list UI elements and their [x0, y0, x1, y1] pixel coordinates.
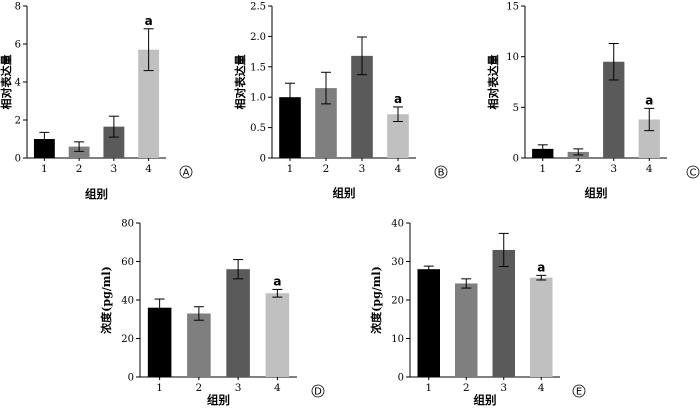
- panel-e-xtick-label: 2: [463, 382, 470, 394]
- panel-d-xtick-label: 2: [196, 382, 203, 394]
- panel-c-ytick-label: 5: [513, 103, 519, 114]
- panel-a-xtick-label: 3: [111, 163, 118, 175]
- panel-a-bar: [68, 146, 90, 158]
- panel-b-ytick-label: 0.5: [250, 123, 266, 134]
- panel-d-ytick-label: 20: [121, 334, 134, 345]
- panel-c-letter-circle: [686, 165, 700, 179]
- panel-e-letter-circle: [572, 384, 586, 398]
- panel-d-ytick-label: 0: [128, 373, 134, 384]
- panel-a-bar: [33, 139, 55, 158]
- panel-e-bar: [492, 249, 515, 377]
- panel-a-bar: [138, 49, 160, 159]
- panel-d-xtick-label: 1: [156, 382, 163, 394]
- panel-b-ytick-label: 2.5: [250, 2, 266, 13]
- panel-d-ytick-label: 40: [121, 296, 134, 307]
- panel-d-xtick-label: 3: [235, 382, 242, 394]
- panel-e-bar: [417, 269, 440, 377]
- panel-c-bar: [603, 61, 625, 158]
- panel-c-significance-mark: a: [645, 93, 653, 107]
- panel-a-letter: A: [183, 168, 190, 179]
- panel-a-ytick-label: 4: [15, 78, 21, 89]
- panel-d-bar: [226, 269, 250, 377]
- panel-e-letter: E: [576, 387, 582, 398]
- panel-e-significance-mark: a: [537, 260, 545, 274]
- panel-b-xtick-label: 1: [287, 163, 294, 175]
- panel-d-letter: D: [314, 387, 322, 398]
- panel-b-xtick-label: 2: [323, 163, 330, 175]
- panel-d-significance-mark: a: [273, 274, 281, 288]
- panel-d-ytick-label: 60: [121, 257, 134, 268]
- panel-a-letter-circle: [179, 165, 193, 179]
- panel-c-bar: [532, 148, 554, 158]
- panel-a-y-axis-label: 相对表达量: [0, 55, 13, 110]
- panel-c-ytick-label: 10: [506, 52, 519, 63]
- panel-b-y-axis-label: 相对表达量: [233, 55, 247, 110]
- panel-e-x-axis-label: 组别: [474, 393, 497, 407]
- panel-c-ytick-label: 0: [513, 154, 519, 165]
- panel-a-ytick-label: 0: [15, 154, 21, 165]
- panel-c-y-axis-label: 相对表达量: [486, 55, 500, 110]
- panel-d-bar: [265, 293, 290, 377]
- panel-b-ytick-label: 2.0: [250, 32, 266, 43]
- panel-a-xtick-label: 4: [145, 163, 152, 175]
- panel-c-letter: C: [690, 168, 697, 179]
- panel-e-ytick-label: 40: [391, 219, 404, 230]
- panel-e-ytick-label: 20: [391, 296, 404, 307]
- panel-c-xtick-label: 3: [610, 163, 617, 175]
- panel-e-xtick-label: 3: [500, 382, 507, 394]
- panel-c-bar: [638, 119, 660, 158]
- panel-e-xtick-label: 1: [425, 382, 432, 394]
- panel-a-xtick-label: 1: [41, 163, 48, 175]
- panel-e-ytick-label: 30: [391, 257, 404, 268]
- panel-c-xtick-label: 4: [646, 163, 653, 175]
- panel-a-xtick-label: 2: [76, 163, 83, 175]
- panel-e-ytick-label: 10: [391, 334, 404, 345]
- panel-b-bar: [315, 88, 337, 158]
- panel-c-xtick-label: 1: [539, 163, 546, 175]
- panel-d-ytick-label: 80: [121, 219, 134, 230]
- panel-a-ytick-label: 2: [15, 116, 21, 127]
- panel-c-x-axis-label: 组别: [585, 186, 608, 200]
- panel-c-ytick-label: 15: [506, 2, 519, 13]
- panel-e-y-axis-label: 浓度(pg/ml): [369, 266, 383, 334]
- panel-b-ytick-label: 0: [260, 154, 266, 165]
- panel-a-ytick-label: 8: [15, 2, 21, 13]
- panel-b-significance-mark: a: [394, 92, 402, 106]
- panel-b-letter: B: [438, 168, 445, 179]
- panel-d-xtick-label: 4: [274, 382, 281, 394]
- panel-b-ytick-label: 1.0: [250, 93, 266, 104]
- panel-d-y-axis-label: 浓度(pg/ml): [99, 266, 113, 334]
- panel-b-xtick-label: 3: [359, 163, 366, 175]
- panel-c-xtick-label: 2: [575, 163, 582, 175]
- panel-a-ytick-label: 6: [15, 40, 21, 51]
- panel-e-xtick-label: 4: [538, 382, 545, 394]
- panel-a-bar: [103, 126, 125, 158]
- panel-a-x-axis-label: 组别: [85, 187, 108, 201]
- panel-d-x-axis-label: 组别: [207, 393, 230, 407]
- panel-e-bar: [530, 277, 553, 377]
- panel-a-significance-mark: a: [145, 14, 153, 28]
- panel-d-bar: [187, 313, 211, 377]
- panel-b-bar: [279, 97, 301, 158]
- panel-b-x-axis-label: 组别: [333, 186, 356, 200]
- panel-d-bar: [147, 307, 172, 377]
- panel-e-bar: [455, 283, 478, 377]
- panel-b-bar: [351, 55, 373, 158]
- panel-e-ytick-label: 0: [398, 373, 404, 384]
- panel-b-bar: [387, 114, 409, 158]
- panel-d-letter-circle: [311, 384, 325, 398]
- panel-b-letter-circle: [434, 165, 448, 179]
- panel-b-xtick-label: 4: [395, 163, 402, 175]
- panel-b-ytick-label: 1.5: [250, 62, 266, 73]
